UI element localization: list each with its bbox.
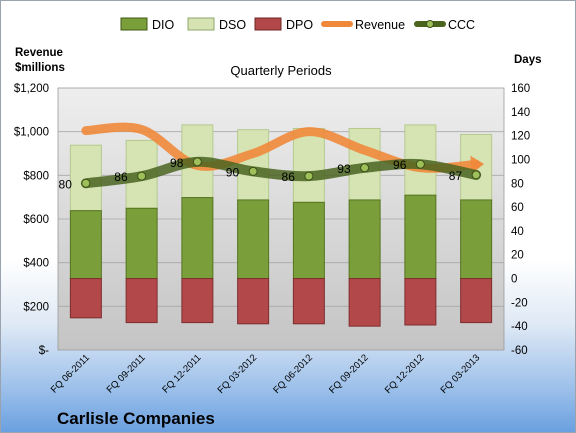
legend-swatch-dpo [254,17,282,31]
lines: 80 86 98 90 86 93 96 87 [59,122,485,191]
right-tick-label: 60 [511,202,524,214]
bar-dio [125,207,158,280]
legend-label-revenue: Revenue [355,18,405,32]
left-tick-label: $600 [23,214,49,226]
ccc-data-label: 87 [449,169,463,183]
category-label: FQ 03-2012 [216,352,260,396]
bar-dpo [404,278,437,326]
legend-label-dio: DIO [152,18,175,32]
left-tick-label: $1,000 [14,127,49,139]
bar-dpo [348,278,381,327]
ccc-point [248,166,258,176]
ccc-data-label: 98 [170,156,184,170]
bar-dpo [237,278,270,325]
revenue-arrowhead [470,155,485,174]
ccc-point [192,157,202,167]
legend-label-dpo: DPO [286,18,313,32]
category-labels: FQ 06-2011 FQ 09-2011 FQ 12-2011 FQ 03-2012… [49,352,482,396]
left-tick-label: $- [39,345,49,357]
bar-dpo [292,278,325,325]
right-tick-label: -20 [511,297,528,309]
right-tick-label: 140 [511,107,530,119]
category-label: FQ 09-2011 [105,352,148,395]
category-label: FQ 12-2011 [160,352,203,395]
bar-dio [69,210,102,280]
bar-dpo [125,278,158,324]
right-tick-label: 20 [511,250,524,262]
category-label: FQ 06-2011 [49,352,92,395]
bar-dpo [460,278,493,324]
left-axis-label-line2: $millions [15,62,65,74]
right-tick-label: 160 [511,83,530,95]
right-tick-label: -60 [511,345,528,357]
right-tick-label: 100 [511,154,530,166]
legend-swatch-dso [187,17,215,31]
ccc-point [360,163,370,173]
ccc-point [81,178,91,188]
right-tick-label: -40 [511,321,528,333]
legend-label-dso: DSO [219,18,246,32]
chart-title: Quarterly Periods [230,63,332,78]
bar-dso [292,127,325,203]
left-tick-label: $200 [23,301,49,313]
bar-dpo [181,278,214,324]
category-label: FQ 09-2012 [327,352,371,396]
ccc-data-label: 93 [337,162,351,176]
right-tick-label: 120 [511,131,530,143]
ccc-point [304,171,314,181]
right-tick-label: 0 [511,274,517,286]
right-axis-label: Days [514,54,542,66]
ccc-point [415,159,425,169]
bar-dio [292,201,325,280]
bar-dio [460,199,493,280]
right-axis-ticks: -60 -40 -20 0 20 40 60 80 100 120 140 160 [511,83,530,357]
bar-dio [181,197,214,280]
left-axis-ticks: $- $200 $400 $600 $800 $1,000 $1,200 [14,83,49,357]
ccc-data-label: 80 [59,177,73,191]
ccc-line [80,156,482,189]
legend-swatch-dio [120,17,148,31]
left-tick-label: $1,200 [14,83,49,95]
ccc-data-label: 96 [393,158,407,172]
legend-marker-ccc [426,20,434,28]
left-axis-label-line1: Revenue [15,47,63,59]
company-name: Carlisle Companies [57,409,215,428]
category-label: FQ 12-2012 [383,352,427,396]
bar-dio [348,199,381,280]
bar-dio [237,199,270,280]
right-tick-label: 80 [511,178,524,190]
ccc-point [137,171,147,181]
category-label: FQ 03-2013 [439,352,483,396]
ccc-data-label: 86 [282,170,296,184]
left-tick-label: $800 [23,170,49,182]
category-label: FQ 06-2012 [271,352,315,396]
legend: DIO DSO DPO Revenue CCC [120,17,475,32]
ccc-data-label: 86 [114,170,128,184]
bar-dio [404,194,437,280]
ccc-data-label: 90 [226,165,240,179]
right-tick-label: 40 [511,226,524,238]
left-tick-label: $400 [23,258,49,270]
legend-label-ccc: CCC [448,18,475,32]
ccc-point [471,170,481,180]
bar-dpo [69,278,102,319]
